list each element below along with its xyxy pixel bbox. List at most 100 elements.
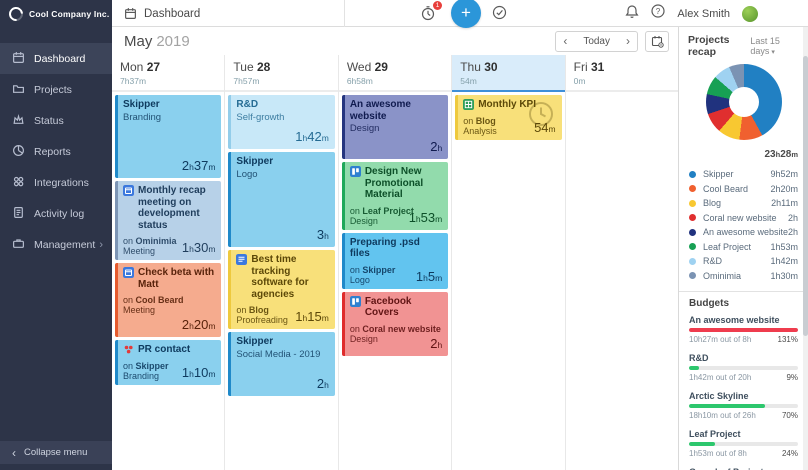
event-project: on Skipper bbox=[123, 360, 169, 371]
event-task: Meeting bbox=[123, 246, 156, 256]
event-title-row: Preparing .psd files bbox=[350, 237, 442, 260]
check-circle-icon bbox=[492, 5, 507, 20]
day-name: Thu 30 bbox=[460, 60, 498, 74]
day-columns: Mon 27 7h37m Skipper Branding 2h37m Monthly r… bbox=[112, 55, 679, 470]
budget-usage: 18h10m out of 26h bbox=[689, 411, 756, 420]
budget-bar-fill bbox=[689, 404, 766, 408]
scrollbar-thumb[interactable] bbox=[803, 56, 808, 336]
day-total: 7h57m bbox=[233, 76, 260, 86]
event-duration: 2h37m bbox=[181, 158, 216, 173]
event-duration: 1h30m bbox=[181, 240, 216, 255]
event-title: Monthly recap meeting on development sta… bbox=[138, 185, 206, 231]
legend-dot bbox=[689, 185, 696, 193]
event-card[interactable]: An awesome website Design 2h bbox=[341, 95, 449, 159]
sidebar-item-projects[interactable]: Projects bbox=[0, 74, 112, 105]
sidebar-item-label: Reports bbox=[34, 145, 71, 158]
event-title-row: Monthly recap meeting on development sta… bbox=[123, 185, 215, 231]
company-logo-icon bbox=[6, 3, 26, 24]
event-duration: 1h15m bbox=[295, 309, 329, 324]
sidebar: Cool Company Inc. Dashboard Projects Statu… bbox=[0, 0, 112, 470]
help-button[interactable]: ? bbox=[651, 4, 666, 23]
legend-project-name: R&D bbox=[703, 256, 723, 267]
sheet-icon bbox=[463, 99, 475, 110]
sidebar-item-activity-log[interactable]: Activity log bbox=[0, 198, 112, 229]
legend-duration: 2h bbox=[787, 212, 798, 223]
budget-percent: 131% bbox=[777, 335, 798, 344]
legend-row: Skipper 9h52m bbox=[679, 167, 808, 182]
sidebar-item-status[interactable]: Status bbox=[0, 105, 112, 136]
board-icon bbox=[349, 295, 361, 307]
topbar: Dashboard 1 + ? Alex Smith bbox=[112, 0, 808, 28]
event-card[interactable]: Preparing .psd files on Skipper Logo 1h5m bbox=[341, 232, 449, 289]
legend-duration: 2h20m bbox=[770, 183, 798, 194]
legend-dot bbox=[689, 243, 696, 251]
notifications-button[interactable] bbox=[625, 4, 639, 24]
event-duration: 2h20m bbox=[181, 317, 216, 332]
event-task: Analysis bbox=[463, 125, 497, 136]
legend-duration: 1h30m bbox=[770, 270, 798, 281]
add-entry-button[interactable]: + bbox=[451, 0, 481, 28]
today-button[interactable]: Today bbox=[583, 36, 610, 47]
legend-duration: 1h42m bbox=[770, 256, 798, 267]
sidebar-item-reports[interactable]: Reports bbox=[0, 136, 112, 167]
event-card[interactable]: Skipper Logo 3h bbox=[228, 152, 335, 247]
sidebar-item-dashboard[interactable]: Dashboard bbox=[0, 43, 112, 74]
budget-bar-fill bbox=[689, 442, 716, 446]
budget-stats: 1h53m out of 8h 24% bbox=[689, 449, 798, 458]
legend-duration: 9h52m bbox=[770, 169, 798, 180]
budget-item: An awesome website 10h27m out of 8h 131% bbox=[689, 315, 798, 344]
events-list: An awesome website Design 2h Design New Pro… bbox=[339, 92, 451, 356]
legend-dot bbox=[689, 228, 696, 236]
sidebar-item-integrations[interactable]: Integrations bbox=[0, 167, 112, 198]
events-list: Skipper Branding 2h37m Monthly recap meetin… bbox=[112, 92, 224, 385]
chevron-left-icon: ‹ bbox=[12, 445, 16, 460]
briefcase-icon bbox=[12, 237, 25, 253]
event-card[interactable]: Skipper Branding 2h37m bbox=[115, 95, 222, 178]
legend-row: An awesome website 2h bbox=[679, 225, 808, 240]
budget-project-name: An awesome website bbox=[689, 315, 780, 325]
company-name: Cool Company Inc. bbox=[29, 8, 110, 19]
event-card[interactable]: Design New Promotional Material on Leaf P… bbox=[341, 162, 449, 230]
chevron-right-icon: › bbox=[99, 238, 103, 251]
event-card[interactable]: Monthly recap meeting on development sta… bbox=[115, 181, 222, 260]
event-card[interactable]: Facebook Covers on Coral new website Desig… bbox=[341, 291, 449, 356]
projects-donut-chart bbox=[705, 64, 782, 140]
day-header: Wed 29 6h58m bbox=[338, 55, 452, 92]
event-title: Skipper bbox=[236, 336, 274, 347]
timer-button[interactable]: 1 bbox=[420, 1, 442, 26]
sidebar-item-management[interactable]: Management › bbox=[0, 229, 112, 260]
user-menu[interactable]: Alex Smith bbox=[677, 7, 730, 20]
crown-icon bbox=[12, 113, 25, 129]
calendar: May 2019 ‹ Today › Mon 27 7h37m Skipper Bran… bbox=[112, 27, 679, 470]
budget-bar-track bbox=[689, 366, 798, 370]
event-card[interactable]: PR contact on Skipper Branding 1h10m bbox=[115, 340, 222, 385]
avatar[interactable] bbox=[742, 5, 758, 22]
prev-week-button[interactable]: ‹ bbox=[563, 34, 568, 48]
event-subtitle: Self-growth bbox=[236, 111, 285, 123]
event-card[interactable]: Check beta with Matt on Cool Beard Meeting… bbox=[115, 263, 222, 337]
company-logo-row: Cool Company Inc. bbox=[0, 0, 112, 27]
next-week-button[interactable]: › bbox=[626, 34, 630, 48]
day-name: Mon 27 bbox=[120, 60, 161, 74]
collapse-menu-button[interactable]: ‹ Collapse menu bbox=[0, 441, 112, 464]
legend-project-name: Cool Beard bbox=[703, 183, 749, 194]
legend-row: R&D 1h42m bbox=[679, 254, 808, 269]
budget-usage: 10h27m out of 8h bbox=[689, 335, 752, 344]
budget-bar-fill bbox=[689, 366, 699, 370]
legend-project-name: Blog bbox=[703, 198, 722, 209]
event-task: Design bbox=[349, 215, 378, 226]
event-card[interactable]: Skipper Social Media - 2019 2h bbox=[228, 332, 335, 396]
recap-header: Projects recap Last 15 days ▾ bbox=[679, 27, 808, 62]
approvals-button[interactable] bbox=[492, 5, 507, 25]
event-title: Check beta with Matt bbox=[138, 267, 215, 290]
day-name: Wed 29 bbox=[346, 60, 388, 74]
range-selector[interactable]: Last 15 days ▾ bbox=[750, 36, 780, 56]
tab-dashboard[interactable]: Dashboard bbox=[112, 0, 345, 27]
recap-legend: Skipper 9h52m Cool Beard 2h20m Blog 2h11m Cora… bbox=[679, 167, 808, 283]
event-card[interactable]: Monthly KPI on Blog Analysis 54m bbox=[455, 95, 562, 140]
event-card[interactable]: R&D Self-growth 1h42m bbox=[228, 95, 335, 149]
timer-clock-icon bbox=[421, 6, 435, 21]
caret-down-icon: ▾ bbox=[771, 49, 775, 56]
event-card[interactable]: Best time tracking software for agencies… bbox=[228, 250, 335, 329]
calendar-settings-button[interactable] bbox=[645, 31, 669, 52]
